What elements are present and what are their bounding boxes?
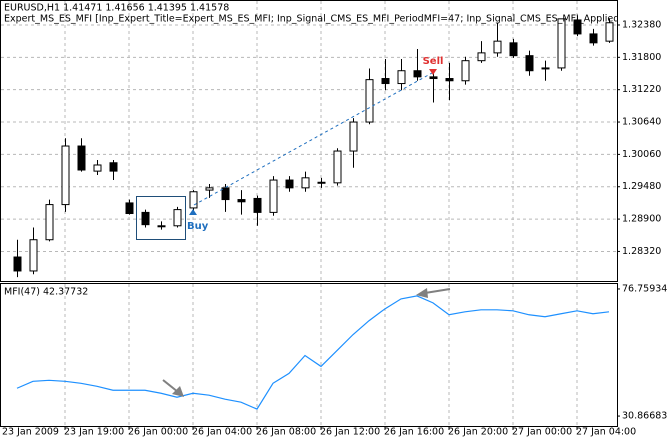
y-tick-label: 1.31800 xyxy=(622,52,661,63)
buy-arrow xyxy=(189,209,197,215)
candle-body xyxy=(141,211,150,226)
y-tick-label: 76.75934 xyxy=(622,283,667,294)
y-tick-label: 30.86683 xyxy=(622,411,667,422)
candle-body xyxy=(221,187,230,201)
x-tick-label: 23 Jan 19:00 xyxy=(64,427,124,438)
candle-body xyxy=(509,42,518,57)
y-tick-label: 1.30640 xyxy=(622,117,661,128)
candle-body xyxy=(173,209,182,227)
y-tick-label: 1.28900 xyxy=(622,214,661,225)
indicator-panel xyxy=(0,283,618,427)
candle-body xyxy=(301,177,310,189)
mark-layer xyxy=(13,16,614,410)
pointer-arrow xyxy=(424,288,451,294)
candle-body xyxy=(13,256,22,272)
candle-body xyxy=(45,204,54,241)
candle-body xyxy=(157,225,166,228)
candle-body xyxy=(317,181,326,184)
candle-body xyxy=(589,33,598,44)
candle-body xyxy=(461,60,470,82)
x-tick-label: 27 Jan 04:00 xyxy=(576,427,636,438)
x-tick-label: 26 Jan 08:00 xyxy=(256,427,316,438)
candle-body xyxy=(477,52,486,62)
candle-body xyxy=(285,179,294,189)
sell-arrow xyxy=(429,69,437,75)
candle-body xyxy=(557,18,566,69)
x-tick-label: 23 Jan 2009 xyxy=(2,427,59,438)
candle-body xyxy=(445,78,454,82)
candle-body xyxy=(77,145,86,171)
indicator-line xyxy=(16,295,610,410)
candle-body xyxy=(573,19,582,35)
price-panel xyxy=(0,0,618,282)
grid-layer xyxy=(1,1,617,427)
pointer-arrow-head xyxy=(416,288,428,298)
x-tick-label: 26 Jan 16:00 xyxy=(384,427,444,438)
candle-body xyxy=(333,150,342,184)
candle-body xyxy=(381,78,390,85)
pointer-arrow-head xyxy=(172,386,184,397)
candle-body xyxy=(125,202,134,215)
y-tick-label: 1.28320 xyxy=(622,246,661,257)
y-tick-label: 1.30060 xyxy=(622,149,661,160)
header: EURUSD,H1 1.41471 1.41656 1.41395 1.4157… xyxy=(4,3,650,25)
chart-title: EURUSD,H1 1.41471 1.41656 1.41395 1.4157… xyxy=(4,3,229,14)
x-tick-label: 27 Jan 00:00 xyxy=(512,427,572,438)
signal-box xyxy=(136,196,186,240)
x-tick-label: 26 Jan 12:00 xyxy=(320,427,380,438)
candle-body xyxy=(93,164,102,172)
candle-body xyxy=(429,76,438,80)
chart-subtitle: Expert_MS_ES_MFI [Inp_Expert_Title=Exper… xyxy=(4,14,650,25)
y-tick-label: 1.31220 xyxy=(622,84,661,95)
x-tick-label: 26 Jan 00:00 xyxy=(128,427,188,438)
candle-body xyxy=(61,145,70,206)
candle-body xyxy=(413,70,422,78)
x-tick-label: 26 Jan 20:00 xyxy=(448,427,508,438)
y-tick-label: 1.29480 xyxy=(622,181,661,192)
sell-label: Sell xyxy=(423,56,444,67)
candle-body xyxy=(397,70,406,85)
candle-body xyxy=(525,55,534,72)
candle-body xyxy=(269,179,278,213)
buy-label: Buy xyxy=(187,221,209,232)
candle-body xyxy=(349,121,358,152)
candle-body xyxy=(189,191,198,209)
candle-body xyxy=(541,67,550,70)
candle-body xyxy=(365,79,374,123)
candle-body xyxy=(109,162,118,172)
candle-body xyxy=(493,40,502,54)
candle-body xyxy=(29,239,38,272)
y-tick-label: 1.32380 xyxy=(622,19,661,30)
pointer-arrow xyxy=(162,379,179,393)
candle-body xyxy=(237,199,246,203)
candle-body xyxy=(253,197,262,213)
candle-body xyxy=(205,187,214,191)
candle-body xyxy=(605,22,614,42)
x-tick-label: 26 Jan 04:00 xyxy=(192,427,252,438)
indicator-title: MFI(47) 42.37732 xyxy=(4,287,88,298)
